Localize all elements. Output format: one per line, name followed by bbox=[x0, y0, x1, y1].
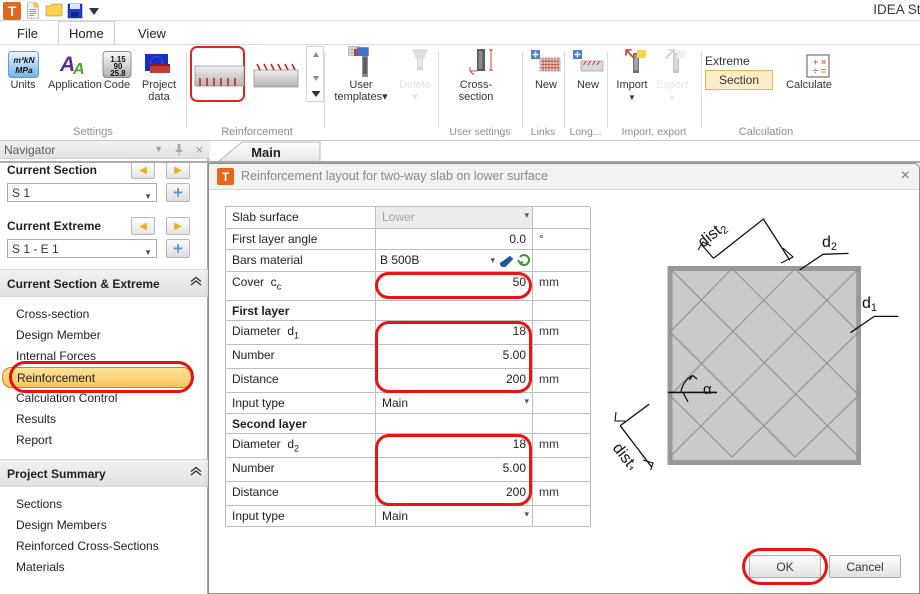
svg-text:25.8: 25.8 bbox=[110, 69, 126, 78]
svg-text:÷: ÷ bbox=[813, 66, 818, 76]
svg-text:=: = bbox=[821, 66, 826, 76]
svg-text:MPa: MPa bbox=[15, 65, 33, 75]
svg-text:Main: Main bbox=[251, 145, 281, 160]
svg-text:T: T bbox=[8, 3, 17, 19]
svg-text:T: T bbox=[222, 170, 230, 184]
svg-text:A: A bbox=[72, 61, 85, 78]
svg-text:m³kN: m³kN bbox=[13, 55, 35, 65]
